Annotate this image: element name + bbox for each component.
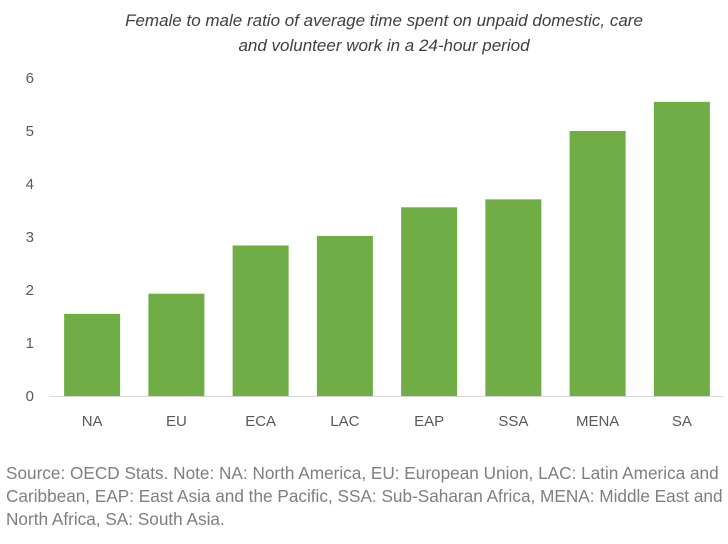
bar [485,199,542,396]
x-tick-label: EU [166,413,187,430]
x-tick-label: ECA [245,413,276,430]
x-tick-label: SA [672,413,692,430]
y-tick-label: 6 [26,70,34,87]
y-tick-label: 4 [26,176,34,193]
y-tick-label: 1 [26,335,34,352]
x-tick-label: MENA [576,413,619,430]
y-tick-label: 0 [26,388,34,405]
bar [232,245,289,396]
bar [569,131,626,396]
bar [401,207,458,396]
y-tick-label: 2 [26,282,34,299]
x-tick-label: EAP [414,413,444,430]
bar [148,293,205,396]
x-tick-label: LAC [330,413,359,430]
bar [316,235,373,396]
source-note: Source: OECD Stats. Note: NA: North Amer… [6,463,723,529]
bar [64,313,121,396]
x-tick-label: NA [82,413,103,430]
bar-chart: 0 1 2 3 4 5 6 NA EU ECA LAC EAP SSA MENA SA [26,70,724,430]
bar [653,101,710,396]
chart-title: Female to male ratio of average time spe… [125,11,643,55]
y-tick-label: 3 [26,229,34,246]
y-tick-label: 5 [26,123,34,140]
x-tick-label: SSA [498,413,528,430]
